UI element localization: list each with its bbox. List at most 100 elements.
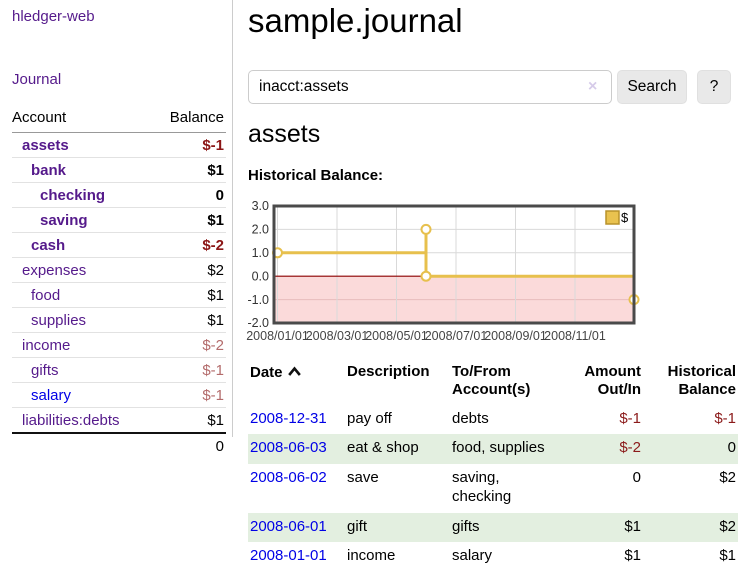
- accounts-header-account: Account: [12, 105, 153, 133]
- account-row: food $1: [12, 282, 226, 308]
- transaction-amount: 0: [632, 469, 641, 487]
- transaction-date-link[interactable]: 2008-01-01: [250, 547, 327, 565]
- account-balance: $-2: [152, 332, 226, 358]
- accounts-total-value: 0: [152, 432, 226, 458]
- register-header-amount: Amount Out/In: [584, 363, 641, 399]
- account-link[interactable]: supplies: [31, 311, 87, 329]
- sidebar-item-journal[interactable]: Journal: [12, 71, 62, 88]
- transaction-description: income: [347, 547, 396, 565]
- account-balance: $-2: [152, 232, 226, 258]
- account-row: bank $1: [12, 157, 226, 183]
- transaction-date-link[interactable]: 2008-12-31: [250, 409, 327, 427]
- y-tick-label: 2.0: [252, 223, 269, 237]
- x-tick-label: 2008/07/01: [425, 329, 488, 343]
- x-tick-label: 2008/11/01: [544, 329, 606, 343]
- app-title-link[interactable]: hledger-web: [12, 8, 95, 25]
- register-row: 2008-12-31 pay off debts $-1 $-1: [248, 405, 738, 435]
- current-account-heading: assets: [248, 120, 321, 148]
- transaction-accounts: debts: [452, 409, 489, 427]
- account-link[interactable]: assets: [22, 136, 69, 154]
- transaction-amount: $-2: [619, 439, 641, 457]
- register-header-date[interactable]: Date: [248, 360, 345, 405]
- x-tick-label: 2008/05/01: [365, 329, 428, 343]
- account-balance: $-1: [152, 132, 226, 158]
- transaction-description: pay off: [347, 409, 392, 427]
- account-link[interactable]: cash: [31, 236, 66, 254]
- register-row: 2008-06-01 gift gifts $1 $2: [248, 512, 738, 543]
- transaction-balance: $-1: [714, 409, 736, 427]
- transaction-amount: $1: [624, 547, 641, 565]
- account-row: gifts $-1: [12, 357, 226, 383]
- register-row: 2008-06-03 eat & shop food, supplies $-2…: [248, 434, 738, 465]
- account-row: supplies $1: [12, 307, 226, 333]
- register-row: 2008-06-02 save saving, checking 0 $2: [248, 464, 738, 513]
- legend-swatch-icon: [605, 210, 620, 225]
- y-tick-label: -1.0: [247, 293, 269, 307]
- account-row: liabilities:debts $1: [12, 407, 226, 433]
- accounts-total-row: 0: [12, 432, 226, 458]
- transaction-balance: 0: [727, 439, 736, 457]
- account-link[interactable]: saving: [40, 211, 88, 229]
- help-button[interactable]: ?: [697, 70, 731, 104]
- account-link[interactable]: checking: [40, 186, 106, 204]
- account-balance: $1: [152, 307, 226, 333]
- y-tick-label: 1.0: [252, 246, 269, 260]
- legend-label: $: [621, 210, 629, 225]
- account-link[interactable]: bank: [31, 161, 67, 179]
- account-row: income $-2: [12, 332, 226, 358]
- account-balance: $2: [152, 257, 226, 283]
- account-balance: $1: [152, 282, 226, 308]
- data-point-marker: [420, 223, 432, 235]
- account-link[interactable]: gifts: [31, 361, 59, 379]
- historical-balance-chart: $ 3.0 2.0 1.0 0.0 -1.0 -2.0 2008/01/01 2…: [246, 200, 640, 343]
- transaction-date-link[interactable]: 2008-06-01: [250, 517, 327, 535]
- account-balance: $-1: [152, 357, 226, 383]
- transaction-description: gift: [347, 517, 368, 535]
- transaction-amount: $-1: [619, 409, 641, 427]
- y-tick-label: 3.0: [252, 200, 269, 213]
- transaction-accounts: salary: [452, 547, 493, 565]
- sort-ascending-icon: [287, 363, 301, 381]
- accounts-balance-table: Account Balance assets $-1 bank $1 check…: [12, 105, 226, 458]
- account-row: expenses $2: [12, 257, 226, 283]
- account-link[interactable]: expenses: [22, 261, 87, 279]
- account-balance: $1: [152, 157, 226, 183]
- transaction-accounts: food, supplies: [452, 439, 545, 457]
- search-input[interactable]: [248, 70, 612, 104]
- chart-section-label: Historical Balance:: [248, 167, 384, 184]
- account-row: assets $-1: [12, 132, 226, 158]
- account-balance: $1: [152, 207, 226, 233]
- transaction-date-link[interactable]: 2008-06-02: [250, 469, 327, 487]
- transaction-accounts: saving, checking: [452, 469, 512, 505]
- register-table: Date Description To/From Account(s) Amou…: [248, 360, 738, 572]
- transaction-date-link[interactable]: 2008-06-03: [250, 439, 327, 457]
- account-link[interactable]: income: [22, 336, 71, 354]
- account-link[interactable]: salary: [31, 386, 72, 404]
- x-tick-label: 2008/03/01: [306, 329, 369, 343]
- y-tick-label: 0.0: [252, 270, 269, 284]
- x-tick-label: 2008/01/01: [246, 329, 309, 343]
- transaction-description: save: [347, 469, 379, 487]
- accounts-header-balance: Balance: [152, 105, 226, 133]
- transaction-balance: $2: [719, 517, 736, 535]
- account-row: salary $-1: [12, 382, 226, 408]
- transaction-description: eat & shop: [347, 439, 419, 457]
- account-row: saving $1: [12, 207, 226, 233]
- account-balance: 0: [152, 182, 226, 208]
- account-balance: $1: [152, 407, 226, 433]
- search-button[interactable]: Search: [617, 70, 687, 104]
- register-header-accounts: To/From Account(s): [452, 363, 531, 399]
- x-tick-label: 2008/09/01: [484, 329, 547, 343]
- register-header-description: Description: [347, 363, 430, 380]
- account-balance: $-1: [152, 382, 226, 408]
- clear-search-icon[interactable]: ×: [588, 78, 598, 95]
- sidebar: hledger-web Journal Account Balance asse…: [0, 0, 233, 458]
- transaction-balance: $1: [719, 547, 736, 565]
- y-tick-label: -2.0: [247, 316, 269, 330]
- account-link[interactable]: food: [31, 286, 61, 304]
- register-header-balance: Historical Balance: [667, 363, 736, 399]
- account-row: checking 0: [12, 182, 226, 208]
- data-point-marker: [420, 270, 432, 282]
- account-link[interactable]: liabilities:debts: [22, 411, 120, 429]
- register-row: 2008-01-01 income salary $1 $1: [248, 542, 738, 572]
